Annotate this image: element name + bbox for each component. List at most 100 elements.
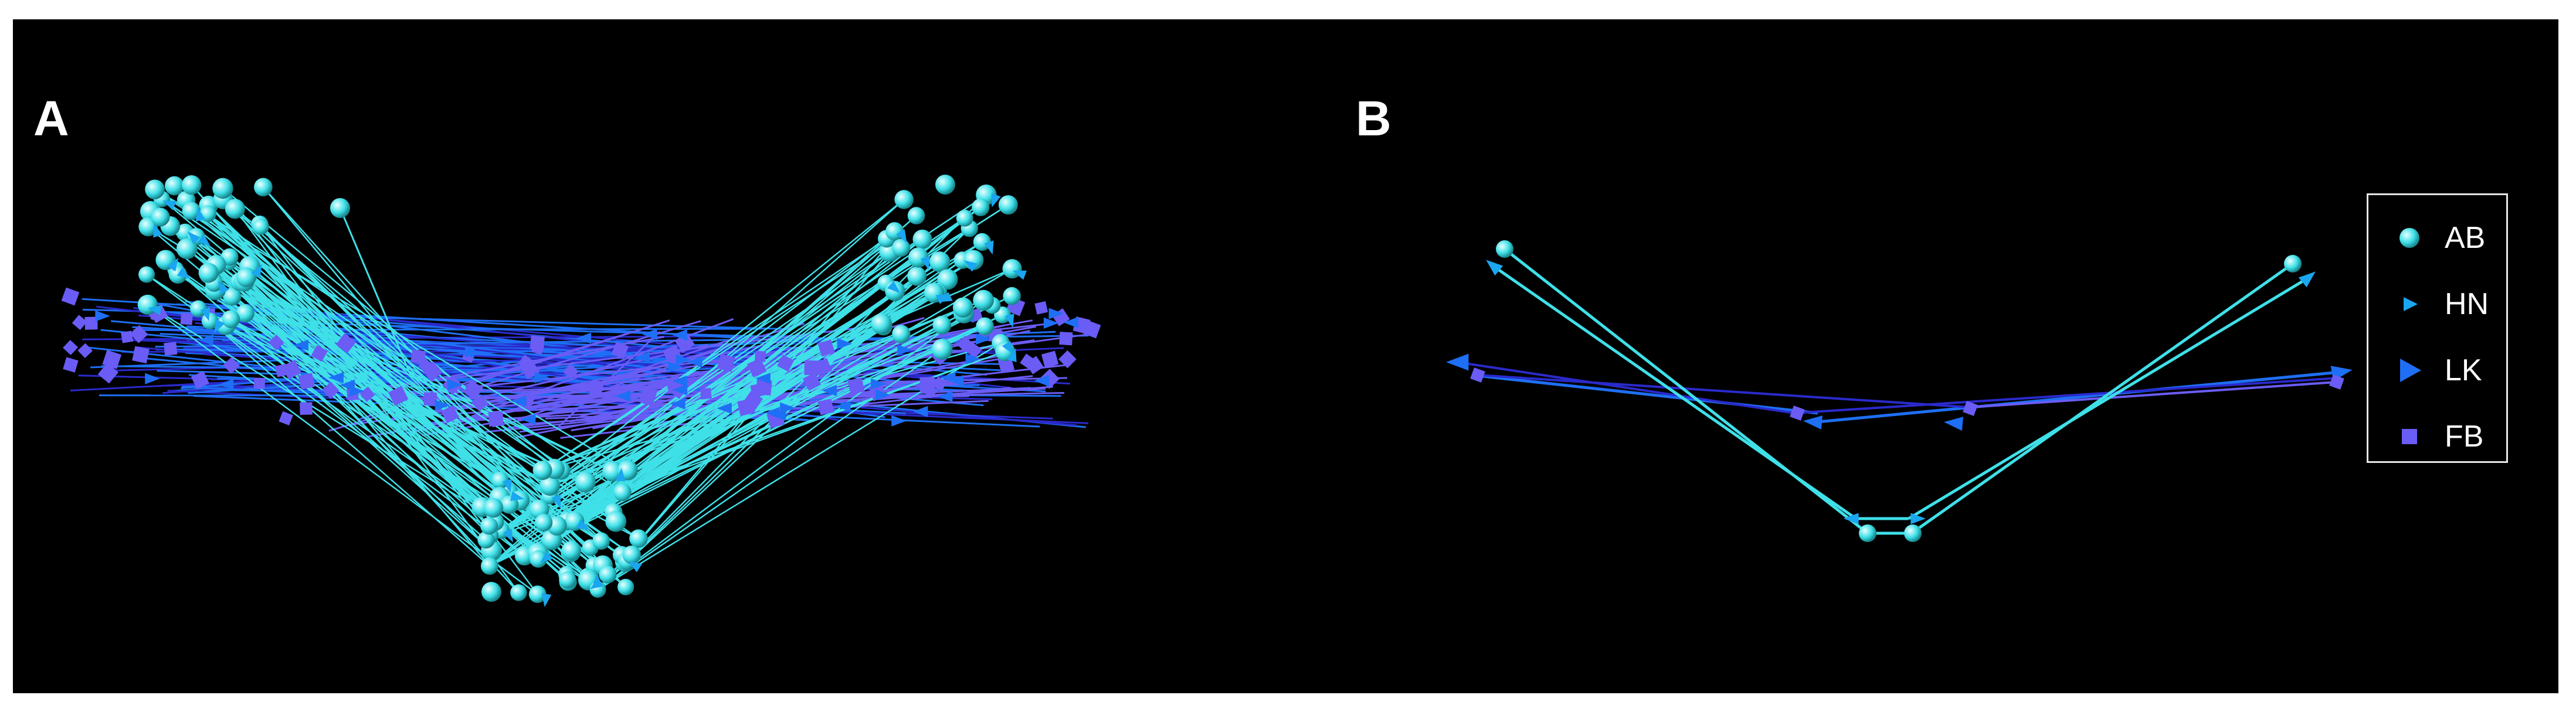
trajectory-line-horizontal (133, 328, 764, 331)
fb-square (488, 411, 504, 427)
ab-sphere (617, 578, 634, 595)
lk-arrowhead (464, 346, 480, 358)
hn-arrowhead (214, 319, 225, 333)
ab-sphere (236, 267, 256, 288)
fb-square (1790, 405, 1805, 421)
trajectory-line-horizontal (545, 340, 953, 405)
lk-arrowhead (672, 375, 688, 387)
ab-trajectory-line (191, 184, 483, 508)
panel-a-plot (61, 175, 1101, 607)
ab-sphere (138, 266, 155, 283)
fb-square (279, 411, 293, 426)
ab-sphere (1496, 240, 1513, 258)
arrowhead-small-icon (2404, 297, 2418, 311)
ab-sphere (190, 300, 207, 317)
fb-square (700, 387, 712, 400)
fb-square (803, 372, 822, 391)
legend-label-ab: AB (2445, 221, 2486, 255)
ab-trajectory-line (597, 241, 892, 590)
fb-square (84, 316, 98, 330)
ab-sphere (892, 238, 911, 257)
fb-square (130, 325, 148, 343)
legend-item-ab: AB (2368, 214, 2506, 261)
lk-arrowhead (672, 384, 688, 396)
ab-trajectory-line (549, 199, 905, 486)
fb-square (77, 343, 93, 359)
ab-trajectory-line (1908, 277, 2309, 520)
fb-square (410, 349, 426, 364)
hn-arrowhead (576, 519, 590, 530)
ab-sphere (932, 315, 952, 335)
ab-trajectory-line (1910, 262, 2294, 535)
lk-arrowhead (912, 405, 928, 417)
ab-trajectory-line (501, 291, 938, 531)
ab-sphere (929, 251, 951, 272)
ab-sphere (530, 550, 548, 568)
ab-sphere (236, 304, 254, 323)
fb-square (388, 386, 409, 406)
fb-square (311, 345, 328, 362)
hn-arrowhead (615, 468, 626, 482)
ab-trajectory-line (542, 333, 902, 471)
lk-trajectory-line (1817, 370, 2340, 424)
hn-arrowhead (920, 256, 930, 270)
fb-trajectory-line (1970, 381, 2337, 408)
lk-arrowhead (948, 375, 964, 387)
hn-arrowhead (887, 281, 901, 294)
ab-sphere (535, 513, 553, 531)
fb-square (747, 357, 767, 378)
ab-trajectory-line (524, 261, 941, 557)
ab-sphere (907, 266, 927, 286)
hn-arrowhead (590, 578, 604, 589)
hn-arrowhead (541, 593, 552, 607)
ab-trajectory-line (245, 277, 490, 567)
hn-arrowhead (2298, 271, 2316, 288)
trajectory-line-horizontal (405, 342, 850, 434)
lk-arrowhead (634, 352, 650, 363)
hn-arrowhead (177, 267, 191, 279)
ab-sphere (976, 317, 994, 336)
lk-arrowhead (897, 344, 912, 356)
fb-square (611, 341, 629, 359)
panel-b-label: B (1356, 91, 1391, 146)
hn-arrowhead (1844, 513, 1859, 524)
ab-sphere (481, 582, 501, 602)
ab-trajectory-line (208, 272, 613, 472)
ab-sphere (907, 207, 925, 224)
hn-arrowhead (1002, 340, 1014, 355)
legend: AB HN LK FB (2367, 193, 2508, 463)
hn-arrowhead (1007, 348, 1017, 362)
ab-sphere (198, 263, 219, 283)
fb-square (440, 405, 459, 424)
ab-sphere (491, 471, 509, 489)
ab-sphere (539, 475, 561, 496)
lk-arrowhead (940, 372, 956, 383)
hn-arrowhead (896, 229, 907, 243)
fb-trajectory-line (1457, 361, 1795, 414)
hn-arrowhead (218, 281, 229, 295)
lk-arrowhead (717, 403, 732, 414)
fb-square (814, 357, 832, 376)
fb-square (755, 350, 766, 362)
lk-arrowhead (198, 334, 213, 346)
fb-square (268, 334, 284, 351)
panel-a-label: A (33, 91, 69, 146)
fb-square (423, 392, 437, 406)
hn-arrowhead (628, 561, 642, 573)
fb-square (463, 380, 483, 400)
ab-sphere (510, 584, 527, 601)
lk-arrowhead (447, 379, 463, 391)
lk-arrowhead (1063, 316, 1079, 328)
lk-arrowhead (576, 332, 592, 344)
lk-arrowhead (293, 339, 308, 351)
fb-square (191, 370, 209, 390)
ab-sphere (592, 532, 610, 550)
ab-sphere (182, 202, 201, 220)
ab-sphere (559, 571, 576, 588)
fb-square (72, 315, 87, 330)
fb-square (717, 353, 735, 372)
hn-arrowhead (935, 294, 950, 304)
lk-arrowhead (976, 333, 991, 345)
lk-arrowhead (965, 353, 981, 364)
ab-trajectory-line (260, 226, 626, 563)
